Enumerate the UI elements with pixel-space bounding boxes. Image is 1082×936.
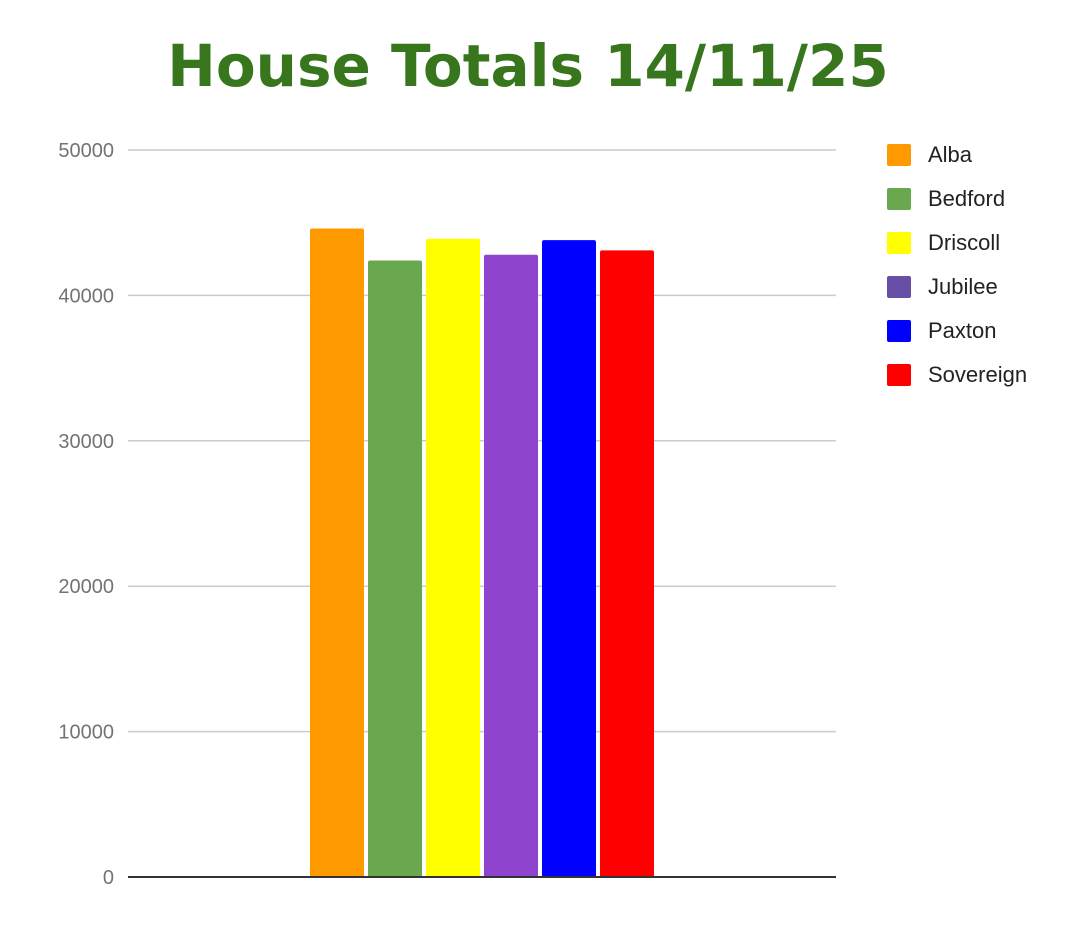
y-axis-ticks: 0 10000 20000 30000 40000 50000 (58, 140, 114, 889)
legend-label: Sovereign (928, 362, 1028, 387)
legend-item-driscoll: Driscoll (887, 221, 1027, 265)
y-tick-label: 0 (103, 867, 114, 889)
bar-driscoll (426, 238, 480, 878)
legend-swatch (887, 276, 911, 298)
y-tick-label: 10000 (58, 722, 114, 744)
legend-item-sovereign: Sovereign (887, 353, 1027, 397)
legend-label: Jubilee (928, 274, 998, 299)
legend-label: Alba (928, 142, 973, 167)
gridlines (128, 149, 836, 733)
legend-swatch (887, 320, 911, 342)
legend-label: Paxton (928, 318, 997, 343)
bar-jubilee (484, 254, 538, 878)
legend-swatch (887, 232, 911, 254)
legend-swatch (887, 188, 911, 210)
legend-label: Bedford (928, 186, 1006, 211)
bars (310, 228, 654, 878)
legend: Alba Bedford Driscoll Jubilee Paxton Sovereig… (887, 133, 1027, 397)
y-tick-label: 50000 (58, 140, 114, 162)
bar-alba (310, 228, 364, 878)
legend-item-jubilee: Jubilee (887, 265, 1027, 309)
legend-item-bedford: Bedford (887, 177, 1027, 221)
legend-item-paxton: Paxton (887, 309, 1027, 353)
y-tick-label: 40000 (58, 285, 114, 307)
legend-swatch (887, 144, 911, 166)
legend-label: Driscoll (928, 230, 1001, 255)
legend-swatch (887, 364, 911, 386)
y-tick-label: 20000 (58, 576, 114, 598)
y-tick-label: 30000 (58, 431, 114, 453)
bar-sovereign (600, 250, 654, 878)
bar-bedford (368, 260, 422, 877)
bar-paxton (542, 240, 596, 877)
legend-item-alba: Alba (887, 133, 1027, 177)
chart-title: House Totals 14/11/25 (167, 32, 889, 100)
